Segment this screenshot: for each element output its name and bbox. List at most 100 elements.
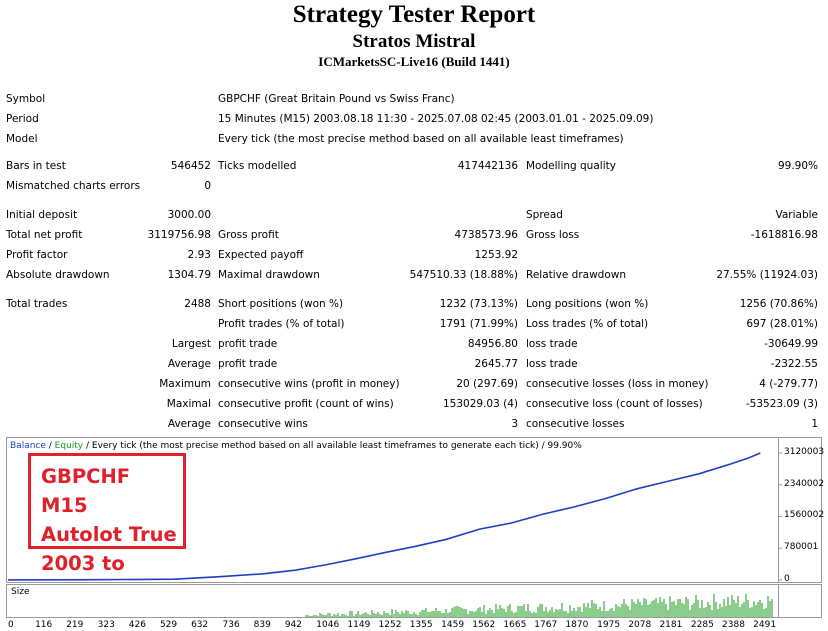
deposit-value: 3000.00 [167,209,211,221]
y-tick-label: 2340002 [784,478,825,489]
average2-label: Average [167,418,211,430]
max-consec-losses-label: consecutive losses (loss in money) [526,378,709,390]
largest-label: Largest [171,338,211,350]
bars-value: 546452 [170,160,211,172]
netprofit-value: 3119756.98 [147,229,211,241]
legend-equity: Equity [54,441,84,451]
quality-label: Modelling quality [526,160,616,172]
x-tick-label: 1767 [534,620,558,630]
legend-balance: Balance [10,441,46,451]
average-loss-value: -2322.55 [770,358,818,370]
expert-name: Stratos Mistral [352,31,476,52]
x-tick-label: 1975 [597,620,621,630]
x-tick-label: 529 [159,620,178,630]
deposit-label: Initial deposit [6,209,78,221]
x-tick-label: 426 [128,620,146,630]
strategy-badge: GBPCHF M15 Autolot True 2003 to Today [28,453,186,604]
trades-value: 2488 [184,298,211,310]
long-label: Long positions (won %) [526,298,649,310]
x-tick-label: 1665 [503,620,527,630]
size-chart [6,584,822,618]
y-tick-label: 1560002 [784,510,825,521]
badge-line-1: GBPCHF M15 [41,465,131,517]
x-tick-label: 1355 [409,620,433,630]
long-value: 1256 (70.86%) [739,298,818,310]
grossprofit-label: Gross profit [218,229,279,241]
short-value: 1232 (73.13%) [439,298,518,310]
chart-legend: Balance / Equity / Every tick (the most … [10,441,582,451]
balance-series-line [7,452,761,581]
grossloss-value: -1618816.98 [750,229,818,241]
x-tick-label: 2285 [690,620,714,630]
losstrades-label: Loss trades (% of total) [526,318,649,330]
x-tick-label: 1252 [378,620,402,630]
maximum-label: Maximum [159,378,211,390]
x-tick-label: 2078 [628,620,652,630]
max-consec-wins-value: 20 (297.69) [456,378,518,390]
model-value: Every tick (the most precise method base… [218,133,624,145]
period-label: Period [6,113,39,125]
profitfactor-value: 2.93 [187,249,211,261]
x-tick-label: 1870 [565,620,589,630]
max-consec-profit-label: consecutive profit (count of wins) [218,398,394,410]
short-label: Short positions (won %) [218,298,344,310]
quality-value: 99.90% [777,160,818,172]
server-name: ICMarketsSC-Live16 (Build 1441) [318,54,510,69]
x-tick-label: 839 [253,620,271,630]
max-consec-loss-value: -53523.09 (3) [745,398,818,410]
y-tick-label: 780001 [784,542,819,553]
avg-consec-losses-value: 1 [811,418,818,430]
model-label: Model [6,133,38,145]
largest-loss-label: loss trade [526,338,578,350]
y-tick-label: 3120003 [784,447,825,457]
x-tick-label: 323 [97,620,115,630]
profittrades-value: 1791 (71.99%) [439,318,518,330]
spread-label: Spread [526,209,563,221]
mismatch-label: Mismatched charts errors [6,180,141,192]
maximal-label: Maximal [166,398,211,410]
maxdd-label: Maximal drawdown [218,269,320,281]
expectedpayoff-label: Expected payoff [218,249,304,261]
symbol-label: Symbol [6,93,46,105]
avg-consec-wins-value: 3 [511,418,518,430]
avg-consec-wins-label: consecutive wins [218,418,308,430]
report-title: Strategy Tester Report [292,1,536,28]
x-tick-label: 116 [35,620,53,630]
size-label: Size [11,587,30,597]
reldd-value: 27.55% (11924.03) [716,269,818,281]
x-tick-label: 1562 [472,620,496,630]
x-tick-label: 2491 [753,620,777,630]
largest-profit-label: profit trade [218,338,278,350]
average-loss-label: loss trade [526,358,578,370]
largest-profit-value: 84956.80 [467,338,518,350]
x-tick-label: 219 [66,620,84,630]
losstrades-value: 697 (28.01%) [746,318,818,330]
average-label: Average [167,358,211,370]
spread-value: Variable [775,209,818,221]
x-tick-label: 632 [191,620,209,630]
x-tick-label: 0 [8,620,14,630]
largest-loss-value: -30649.99 [764,338,818,350]
average-profit-label: profit trade [218,358,278,370]
ticks-label: Ticks modelled [218,160,297,172]
x-tick-label: 2181 [659,620,683,630]
absdd-label: Absolute drawdown [6,269,110,281]
x-tick-label: 1046 [316,620,340,630]
x-tick-label: 736 [222,620,240,630]
absdd-value: 1304.79 [167,269,211,281]
bars-label: Bars in test [6,160,66,172]
mismatch-value: 0 [204,180,211,192]
reldd-label: Relative drawdown [526,269,627,281]
x-tick-label: 2388 [722,620,745,630]
ticks-value: 417442136 [457,160,518,172]
x-tick-label: 1149 [347,620,371,630]
trades-label: Total trades [6,298,68,310]
badge-line-2: Autolot True [41,523,177,546]
x-tick-label: 942 [284,620,302,630]
period-value: 15 Minutes (M15) 2003.08.18 11:30 - 2025… [218,113,654,125]
symbol-value: GBPCHF (Great Britain Pound vs Swiss Fra… [218,93,455,105]
expectedpayoff-value: 1253.92 [474,249,518,261]
grossloss-label: Gross loss [526,229,580,241]
netprofit-label: Total net profit [6,229,83,241]
legend-separator: / [45,441,55,451]
